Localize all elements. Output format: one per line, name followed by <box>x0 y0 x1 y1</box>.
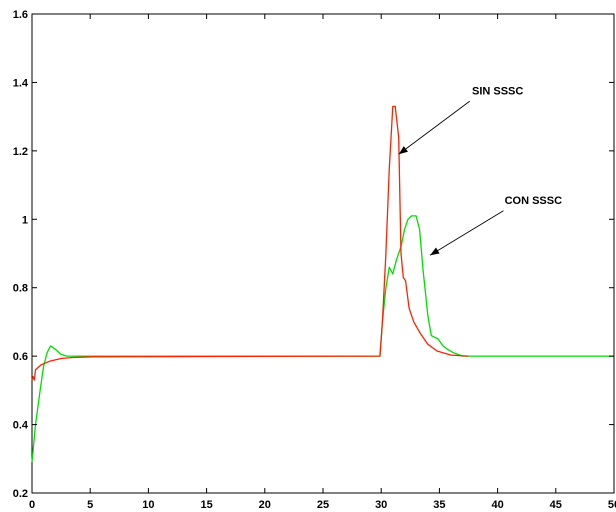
x-tick-label: 20 <box>259 499 271 511</box>
x-tick-label: 40 <box>491 499 503 511</box>
x-tick-label: 10 <box>142 499 154 511</box>
x-tick-label: 50 <box>608 499 616 511</box>
y-tick-label: 1.6 <box>13 9 28 21</box>
annotation-arrow-head <box>430 247 440 256</box>
series-line-2 <box>31 105 469 381</box>
series-line-1 <box>31 215 614 463</box>
annotation-label-sin-sssc: SIN SSSC <box>472 85 523 97</box>
x-tick-label: 35 <box>433 499 445 511</box>
series-layer <box>31 105 614 463</box>
y-tick-label: 1 <box>22 214 28 226</box>
tick-layer: 0 5 10 15 20 25 30 35 40 45 50 0.2 0.4 0.6 0.8 1 1.2 1.4 1… <box>13 9 616 511</box>
annotation-arrow-line <box>429 210 504 256</box>
y-tick-label: 0.6 <box>13 351 28 363</box>
y-tick-label: 0.4 <box>13 420 29 432</box>
x-tick-label: 0 <box>29 499 35 511</box>
y-tick-label: 1.4 <box>13 77 29 89</box>
y-tick-label: 0.2 <box>13 488 28 500</box>
x-tick-label: 5 <box>87 499 93 511</box>
x-tick-label: 45 <box>550 499 562 511</box>
y-tick-label: 0.8 <box>13 283 28 295</box>
x-tick-label: 25 <box>317 499 329 511</box>
annotation-layer: SIN SSSC CON SSSC <box>398 85 563 256</box>
x-tick-label: 15 <box>200 499 212 511</box>
annotation-label-con-sssc: CON SSSC <box>505 195 563 207</box>
plot-area <box>31 13 615 494</box>
y-tick-label: 1.2 <box>13 146 28 158</box>
axes-frame <box>31 13 615 494</box>
annotation-arrow-head <box>398 146 408 155</box>
annotation-arrow-line <box>398 100 470 155</box>
x-tick-label: 30 <box>375 499 387 511</box>
